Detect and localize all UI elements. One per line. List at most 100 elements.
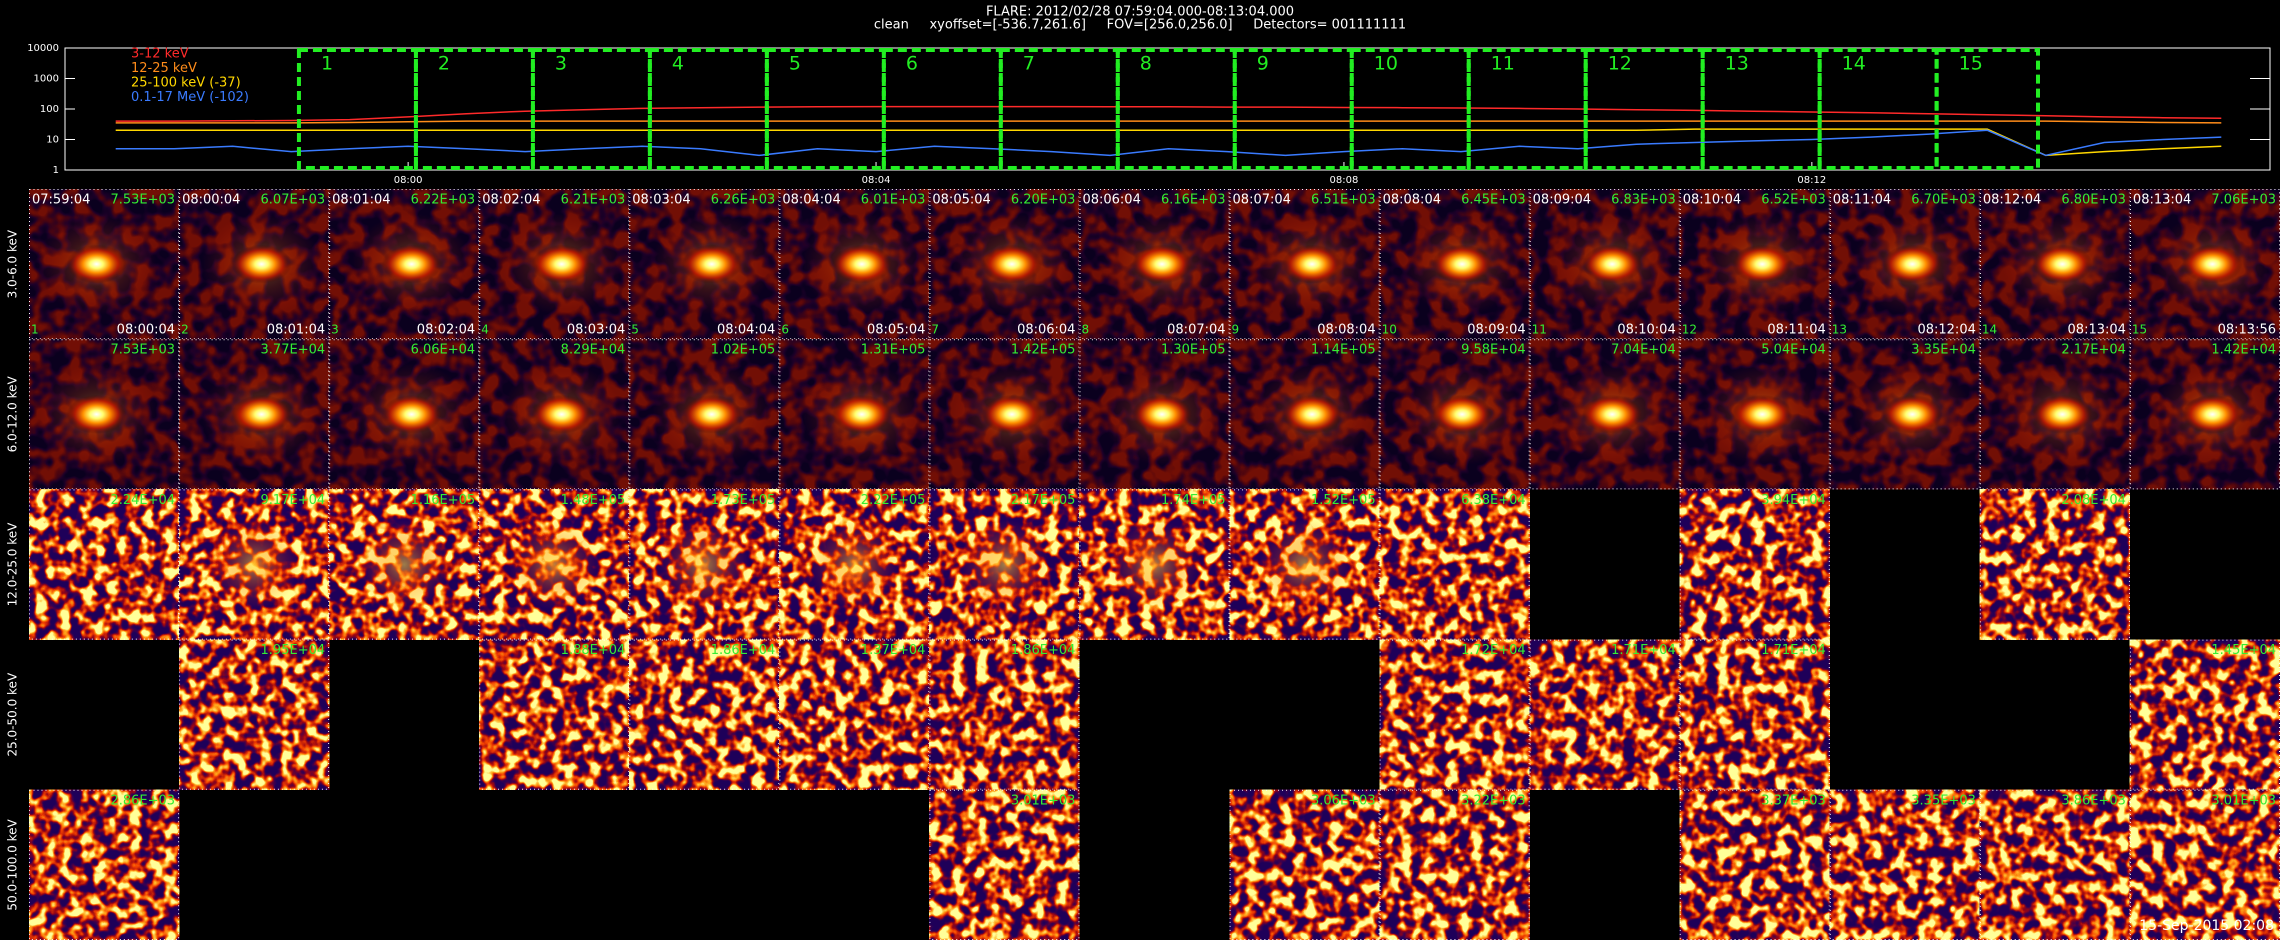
image-panel: 1.71E+04 xyxy=(1679,639,1830,790)
image-panel: 2.22E+05 xyxy=(779,489,930,640)
image-panel: 3.22E+03 xyxy=(1379,789,1530,940)
interval-box xyxy=(413,48,535,170)
source-blob xyxy=(681,394,742,434)
image-panel: 1.95E+04 xyxy=(179,639,330,790)
source-blob xyxy=(66,244,127,284)
peak-value: 6.26E+03 xyxy=(711,193,776,208)
peak-value: 3.22E+03 xyxy=(1461,793,1526,808)
source-glow xyxy=(959,519,1050,610)
panel-background xyxy=(479,639,630,790)
start-time: 08:10:04 xyxy=(1683,193,1741,208)
panel-border xyxy=(1979,189,2130,340)
panel-border xyxy=(1679,639,1830,790)
panel-border xyxy=(629,489,780,640)
interval-label: 7 xyxy=(1023,53,1035,75)
image-panel: 3.35E+04 xyxy=(1829,339,1980,490)
peak-value: 6.52E+03 xyxy=(1761,193,1826,208)
row-label: 12.0-25.0 keV xyxy=(6,522,20,606)
image-panel: 6.16E+03 08:06:04 08:07:04 8 xyxy=(1079,189,1230,340)
interval-number: 12 xyxy=(1682,323,1697,337)
peak-value: 6.51E+03 xyxy=(1311,193,1376,208)
peak-value: 3.77E+04 xyxy=(261,343,326,358)
end-time: 08:08:04 xyxy=(1317,323,1375,338)
peak-value: 2.86E+03 xyxy=(110,793,175,808)
start-time: 08:11:04 xyxy=(1833,193,1891,208)
source-blob xyxy=(2182,244,2243,284)
image-panel: 1.02E+05 xyxy=(629,339,780,490)
peak-value: 1.45E+04 xyxy=(2211,643,2276,658)
end-time: 08:02:04 xyxy=(417,323,475,338)
x-tick-label: 08:04 xyxy=(862,175,891,186)
start-time: 08:09:04 xyxy=(1533,193,1591,208)
y-tick-label: 1000 xyxy=(34,74,59,85)
panel-background xyxy=(1679,789,1830,940)
panel-background xyxy=(29,489,180,640)
panel-border xyxy=(479,639,630,790)
image-panel: 6.51E+03 08:07:04 08:08:04 9 xyxy=(1229,189,1380,340)
interval-label: 13 xyxy=(1725,53,1749,75)
peak-value: 1.14E+05 xyxy=(1311,343,1376,358)
peak-value: 1.02E+05 xyxy=(711,343,776,358)
panel-border xyxy=(179,339,330,490)
source-blob xyxy=(1131,244,1193,284)
image-panel: 3.94E+04 xyxy=(1679,489,1830,640)
peak-value: 9.58E+04 xyxy=(1461,343,1526,358)
image-panel: 7.04E+04 xyxy=(1529,339,1680,490)
panel-background xyxy=(1379,789,1530,940)
source-blob xyxy=(531,244,592,284)
image-panel: 1.42E+05 xyxy=(929,339,1080,490)
panel-border xyxy=(929,189,1080,340)
panel-border xyxy=(629,639,780,790)
interval-label: 11 xyxy=(1491,53,1515,75)
panel-border xyxy=(479,489,630,640)
peak-value: 1.30E+05 xyxy=(1161,343,1226,358)
image-panel: 6.22E+03 08:01:04 08:02:04 3 xyxy=(329,189,480,340)
source-blob xyxy=(66,394,127,434)
peak-value: 1.72E+04 xyxy=(1461,643,1526,658)
image-panel: 5.04E+04 xyxy=(1679,339,1830,490)
panel-border xyxy=(1079,339,1230,490)
source-blob xyxy=(1282,244,1343,284)
end-time: 08:09:04 xyxy=(1467,323,1525,338)
image-panel: 3.06E+03 xyxy=(1229,789,1380,940)
source-blob xyxy=(681,244,742,284)
y-tick-label: 10000 xyxy=(27,43,59,54)
interval-label: 1 xyxy=(321,53,333,75)
end-time: 08:13:04 xyxy=(2068,323,2126,338)
source-blob xyxy=(1131,394,1193,434)
row-label: 25.0-50.0 keV xyxy=(6,672,20,756)
start-time: 08:08:04 xyxy=(1383,193,1441,208)
peak-value: 6.45E+03 xyxy=(1461,193,1526,208)
panel-background xyxy=(1679,639,1830,790)
start-time: 08:02:04 xyxy=(482,193,540,208)
panel-border xyxy=(179,189,330,340)
peak-value: 7.53E+03 xyxy=(110,343,175,358)
source-blob xyxy=(1882,394,1943,434)
source-blob xyxy=(231,244,292,284)
peak-value: 7.53E+03 xyxy=(110,193,175,208)
interval-number: 1 xyxy=(31,323,39,337)
peak-value: 1.74E+05 xyxy=(1161,493,1226,508)
panel-border xyxy=(1979,339,2130,490)
interval-label: 9 xyxy=(1257,53,1269,75)
image-panel: 9.58E+04 xyxy=(1379,339,1530,490)
source-blob xyxy=(2182,394,2243,434)
panel-background xyxy=(929,789,1080,940)
panel-background xyxy=(1379,639,1530,790)
panel-background xyxy=(2129,789,2280,940)
interval-label: 6 xyxy=(906,53,918,75)
peak-value: 3.86E+03 xyxy=(2061,793,2126,808)
peak-value: 1.71E+04 xyxy=(1611,643,1676,658)
row-label: 3.0-6.0 keV xyxy=(6,229,20,298)
series-line xyxy=(115,120,2222,124)
image-panel: 6.01E+03 08:04:04 08:05:04 6 xyxy=(779,189,930,340)
end-time: 08:06:04 xyxy=(1017,323,1075,338)
interval-box xyxy=(1115,48,1237,170)
legend-entry: 0.1-17 MeV (-102) xyxy=(131,90,249,105)
panel-border xyxy=(29,189,180,340)
end-time: 08:12:04 xyxy=(1917,323,1975,338)
image-panel: 8.29E+04 xyxy=(479,339,630,490)
panel-background xyxy=(29,789,180,940)
panel-background xyxy=(1529,639,1680,790)
